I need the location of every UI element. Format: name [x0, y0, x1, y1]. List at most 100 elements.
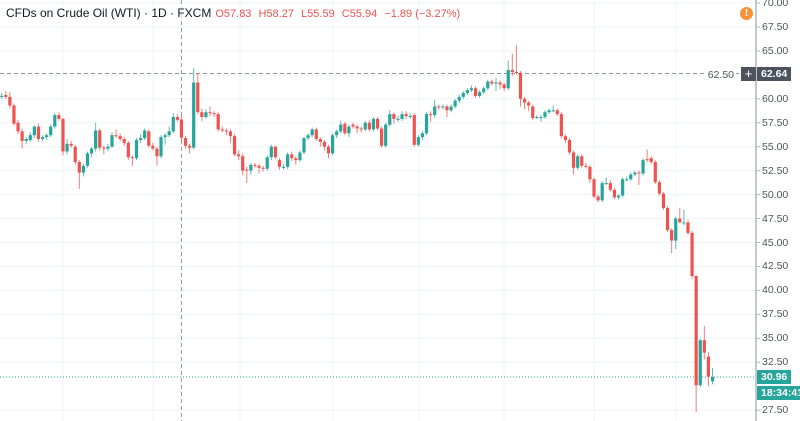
candle-up	[204, 112, 208, 118]
candle-down	[404, 114, 408, 117]
candle-down	[514, 71, 519, 73]
candle-up	[45, 135, 49, 138]
close-value: C55.94	[341, 8, 378, 20]
candle-down	[355, 126, 359, 129]
candle-down	[678, 218, 682, 223]
candle-down	[596, 196, 600, 201]
candle-down	[612, 189, 617, 198]
candle-up	[400, 114, 404, 119]
candle-down	[253, 164, 257, 166]
last-price-label: 30.96	[757, 370, 792, 384]
candle-up	[457, 96, 461, 101]
candle-up	[306, 135, 310, 139]
candle-down	[237, 154, 241, 157]
price-tick-label: 50.00	[762, 188, 789, 201]
candle-down	[4, 94, 8, 97]
candle-down	[277, 160, 282, 167]
candle-up	[625, 179, 629, 181]
candle-up	[24, 139, 28, 141]
candle-up	[576, 156, 580, 168]
candle-up	[539, 117, 543, 119]
candle-down	[77, 162, 81, 173]
candle-up	[433, 106, 437, 116]
candle-up	[371, 118, 376, 130]
candle-down	[155, 148, 159, 157]
candle-up	[143, 130, 147, 139]
candle-up	[547, 110, 551, 113]
candle-up	[453, 100, 457, 107]
candle-down	[588, 166, 592, 180]
candle-down	[686, 222, 690, 233]
candle-up	[551, 110, 555, 112]
high-value: H58.27	[258, 8, 294, 20]
candle-up	[32, 126, 36, 136]
candle-down	[580, 156, 584, 166]
candle-up	[339, 124, 343, 132]
chart-legend: CFDs on Crude Oil (WTI) · 1D · FXCM O57.…	[6, 6, 465, 20]
candle-down	[36, 126, 41, 140]
candle-up	[106, 146, 110, 149]
candle-down	[98, 130, 102, 148]
candle-down	[318, 139, 322, 142]
candle-up	[465, 90, 469, 94]
candle-down	[522, 98, 527, 103]
add-alert-plus-icon[interactable]: +	[741, 66, 756, 81]
candle-up	[674, 218, 678, 241]
candle-up	[249, 164, 253, 171]
price-tick-label: 60.00	[762, 92, 789, 105]
exclamation-icon[interactable]: !	[740, 7, 753, 20]
candle-down	[122, 139, 126, 143]
candle-down	[322, 141, 327, 147]
change-value: −1.89 (−3.27%)	[384, 8, 461, 20]
candle-up	[134, 139, 139, 159]
candle-down	[429, 114, 433, 116]
symbol-title: CFDs on Crude Oil (WTI) · 1D · FXCM	[6, 6, 212, 20]
candle-up	[347, 126, 351, 134]
candle-up	[600, 183, 604, 201]
candle-up	[167, 131, 171, 136]
candle-down	[12, 105, 16, 124]
candle-down	[294, 158, 298, 161]
candle-down	[326, 146, 331, 154]
price-tick-label: 40.00	[762, 284, 789, 297]
candle-down	[8, 96, 12, 106]
candle-down	[241, 156, 245, 171]
candle-down	[412, 115, 416, 145]
candle-down	[212, 113, 216, 115]
candle-up	[269, 146, 273, 158]
candle-down	[518, 72, 523, 99]
candle-down	[130, 157, 135, 159]
candle-down	[649, 158, 653, 163]
candle-up	[192, 82, 196, 148]
candle-up	[535, 117, 539, 119]
candle-down	[670, 230, 674, 241]
candle-up	[265, 157, 269, 169]
candle-up	[28, 135, 32, 140]
candle-up	[384, 124, 388, 146]
candle-up	[482, 88, 486, 93]
candle-down	[702, 340, 706, 353]
candle-down	[61, 118, 65, 152]
candle-up	[89, 148, 94, 154]
candle-down	[531, 106, 535, 118]
open-value: O57.83	[215, 8, 252, 20]
candle-down	[175, 117, 179, 120]
candle-up	[710, 377, 715, 382]
candle-down	[273, 146, 277, 158]
candle-up	[604, 183, 608, 185]
candle-up	[94, 130, 98, 149]
candle-up	[138, 138, 143, 140]
candle-down	[183, 138, 188, 146]
candle-up	[396, 118, 400, 120]
price-tick-label: 65.00	[762, 44, 789, 57]
crosshair-price-label: 62.64	[757, 66, 792, 81]
candle-up	[81, 165, 85, 173]
candle-up	[281, 166, 286, 168]
candle-up	[478, 92, 482, 96]
candle-down	[232, 136, 237, 155]
candle-down	[20, 131, 24, 141]
candle-down	[314, 129, 318, 140]
candle-up	[408, 116, 412, 118]
candle-down	[572, 152, 576, 168]
